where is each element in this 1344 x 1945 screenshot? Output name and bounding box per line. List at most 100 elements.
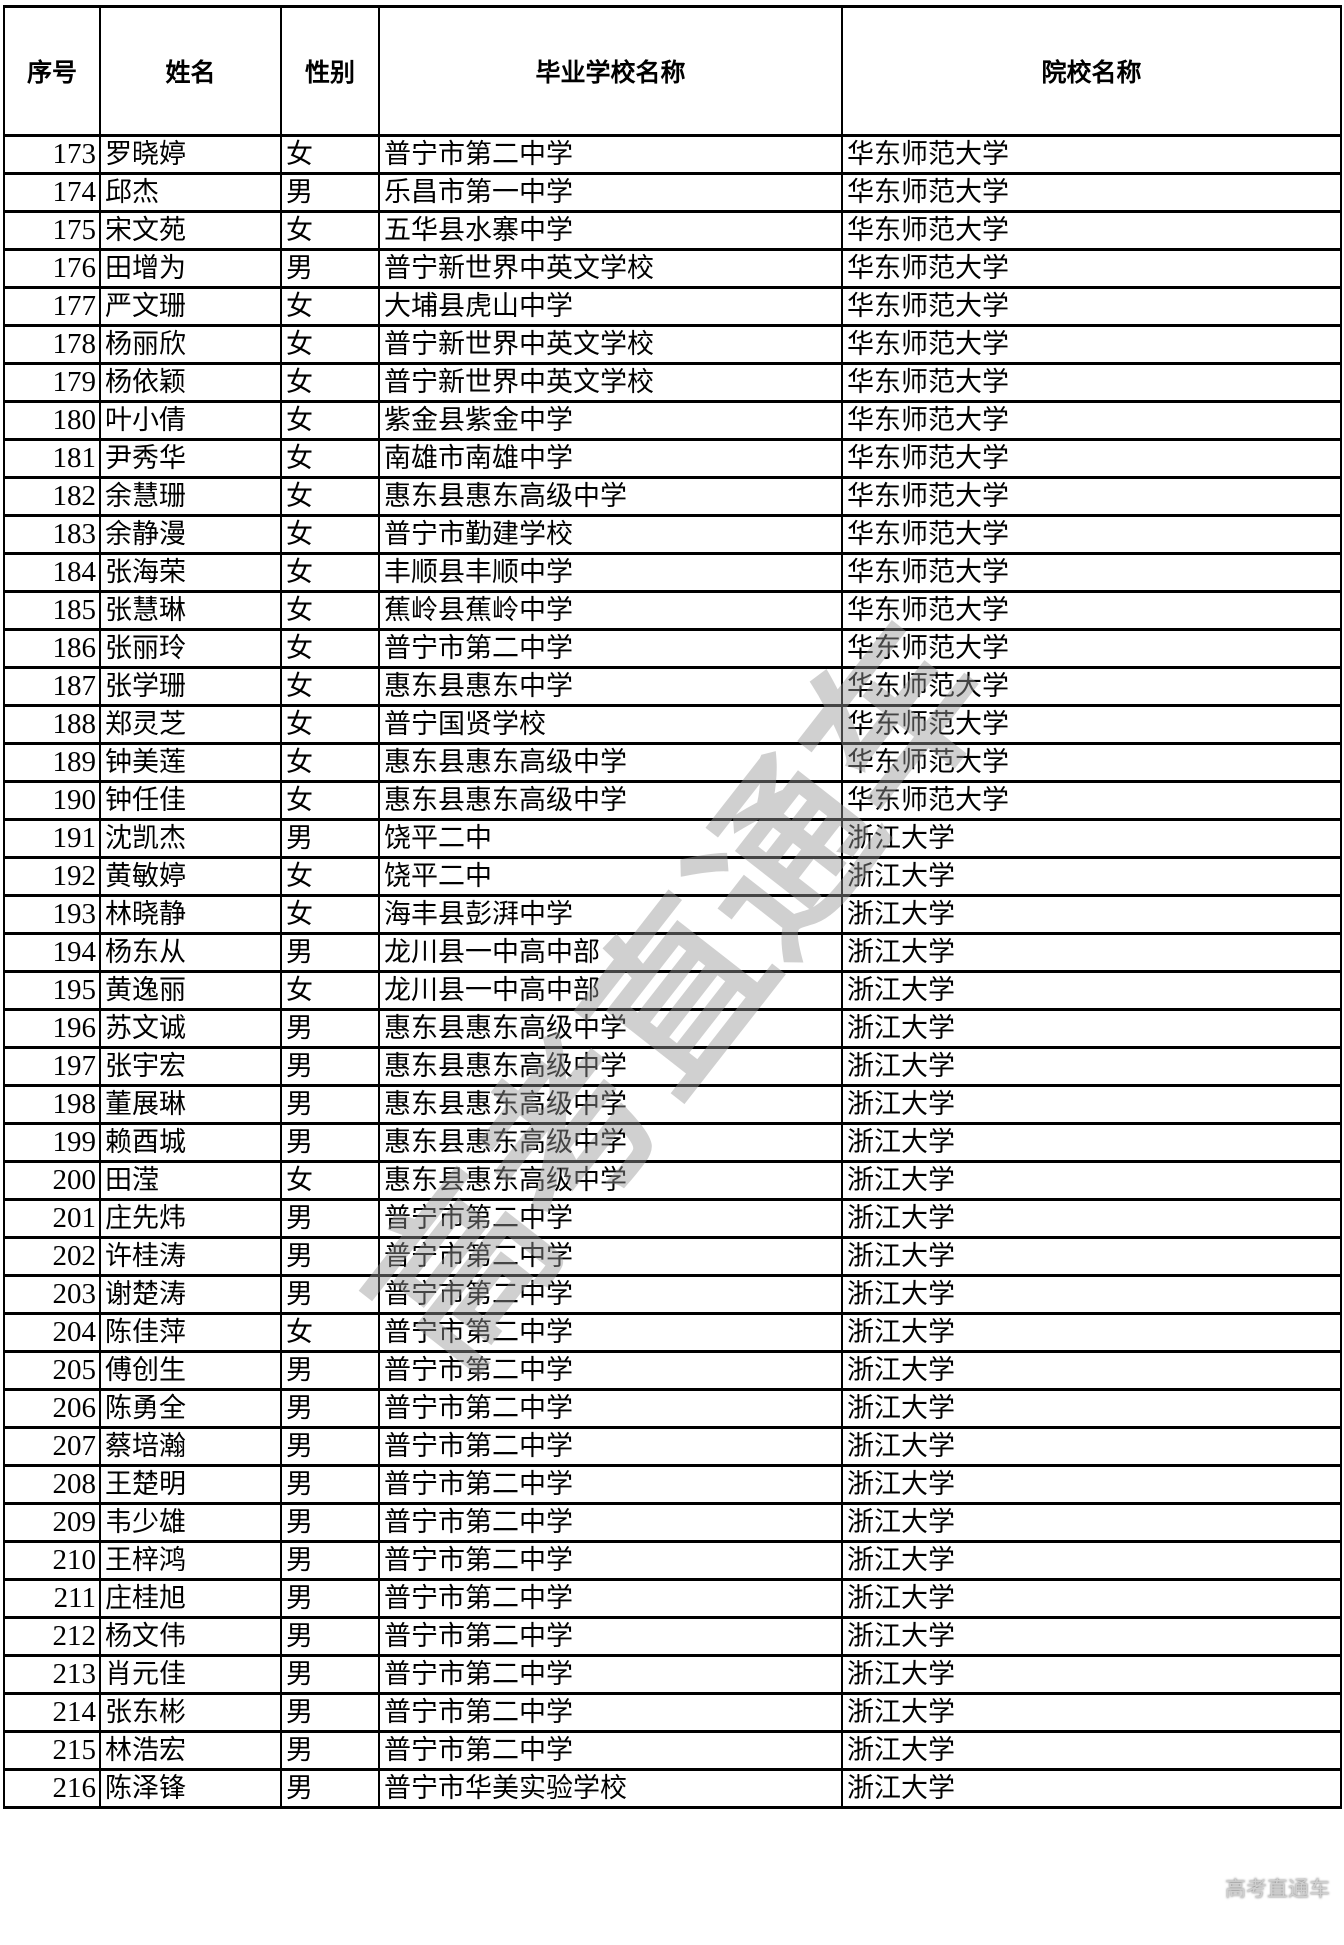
cell-serial: 210 (3, 1540, 101, 1581)
cell-university: 华东师范大学 (841, 552, 1342, 593)
cell-gender: 女 (280, 780, 380, 821)
cell-name: 钟任佳 (99, 780, 282, 821)
cell-university: 华东师范大学 (841, 742, 1342, 783)
cell-school: 惠东县惠东高级中学 (378, 1084, 843, 1125)
cell-university: 浙江大学 (841, 1388, 1342, 1429)
cell-serial: 195 (3, 970, 101, 1011)
cell-name: 张丽玲 (99, 628, 282, 669)
cell-serial: 201 (3, 1198, 101, 1239)
cell-serial: 178 (3, 324, 101, 365)
cell-school: 惠东县惠东高级中学 (378, 1160, 843, 1201)
table-row: 184 张海荣女丰顺县丰顺中学 华东师范大学 (3, 552, 1342, 593)
cell-name: 叶小倩 (99, 400, 282, 441)
cell-university: 浙江大学 (841, 856, 1342, 897)
cell-serial: 193 (3, 894, 101, 935)
table-row: 209 韦少雄男普宁市第二中学 浙江大学 (3, 1502, 1342, 1543)
table-row: 193 林晓静女海丰县彭湃中学 浙江大学 (3, 894, 1342, 935)
table-row: 194 杨东从男龙川县一中高中部 浙江大学 (3, 932, 1342, 973)
cell-gender: 男 (280, 1198, 380, 1239)
cell-school: 惠东县惠东高级中学 (378, 1008, 843, 1049)
cell-school: 五华县水寨中学 (378, 210, 843, 251)
cell-school: 丰顺县丰顺中学 (378, 552, 843, 593)
cell-gender: 男 (280, 1768, 380, 1809)
header-gender: 性别 (280, 5, 380, 137)
cell-gender: 女 (280, 856, 380, 897)
cell-university: 浙江大学 (841, 1426, 1342, 1467)
cell-university: 浙江大学 (841, 1046, 1342, 1087)
cell-university: 浙江大学 (841, 1654, 1342, 1695)
cell-school: 普宁市第二中学 (378, 134, 843, 175)
cell-serial: 205 (3, 1350, 101, 1391)
table-row: 189 钟美莲女惠东县惠东高级中学 华东师范大学 (3, 742, 1342, 783)
cell-serial: 204 (3, 1312, 101, 1353)
cell-serial: 212 (3, 1616, 101, 1657)
cell-name: 林晓静 (99, 894, 282, 935)
cell-name: 余静漫 (99, 514, 282, 555)
cell-name: 黄敏婷 (99, 856, 282, 897)
cell-gender: 男 (280, 1046, 380, 1087)
cell-school: 普宁市华美实验学校 (378, 1768, 843, 1809)
cell-name: 谢楚涛 (99, 1274, 282, 1315)
cell-school: 普宁市第二中学 (378, 1502, 843, 1543)
cell-gender: 男 (280, 1236, 380, 1277)
cell-serial: 216 (3, 1768, 101, 1809)
cell-university: 浙江大学 (841, 1578, 1342, 1619)
cell-serial: 209 (3, 1502, 101, 1543)
cell-gender: 女 (280, 438, 380, 479)
table-row: 204 陈佳萍女普宁市第二中学 浙江大学 (3, 1312, 1342, 1353)
cell-gender: 男 (280, 1388, 380, 1429)
cell-university: 浙江大学 (841, 1236, 1342, 1277)
cell-name: 张学珊 (99, 666, 282, 707)
watermark-corner: 高考直通车 (1225, 1877, 1330, 1901)
cell-university: 华东师范大学 (841, 362, 1342, 403)
cell-university: 浙江大学 (841, 1160, 1342, 1201)
cell-name: 蔡培瀚 (99, 1426, 282, 1467)
cell-university: 华东师范大学 (841, 514, 1342, 555)
table-row: 214 张东彬男普宁市第二中学 浙江大学 (3, 1692, 1342, 1733)
cell-name: 田增为 (99, 248, 282, 289)
cell-school: 普宁市第二中学 (378, 1616, 843, 1657)
cell-university: 浙江大学 (841, 1312, 1342, 1353)
cell-gender: 女 (280, 628, 380, 669)
table-row: 200 田滢女惠东县惠东高级中学 浙江大学 (3, 1160, 1342, 1201)
cell-name: 董展琳 (99, 1084, 282, 1125)
cell-name: 田滢 (99, 1160, 282, 1201)
cell-gender: 女 (280, 286, 380, 327)
cell-name: 陈勇全 (99, 1388, 282, 1429)
cell-university: 浙江大学 (841, 1730, 1342, 1771)
cell-gender: 男 (280, 932, 380, 973)
cell-name: 杨丽欣 (99, 324, 282, 365)
cell-school: 普宁市第二中学 (378, 1388, 843, 1429)
table-row: 182 余慧珊女惠东县惠东高级中学 华东师范大学 (3, 476, 1342, 517)
cell-gender: 女 (280, 894, 380, 935)
cell-gender: 男 (280, 1654, 380, 1695)
cell-name: 郑灵芝 (99, 704, 282, 745)
header-school: 毕业学校名称 (378, 5, 843, 137)
header-serial: 序号 (3, 5, 101, 137)
table-row: 215 林浩宏男普宁市第二中学 浙江大学 (3, 1730, 1342, 1771)
table-row: 191 沈凯杰男饶平二中 浙江大学 (3, 818, 1342, 859)
cell-serial: 183 (3, 514, 101, 555)
cell-gender: 女 (280, 210, 380, 251)
cell-university: 浙江大学 (841, 1084, 1342, 1125)
table-row: 181 尹秀华女南雄市南雄中学 华东师范大学 (3, 438, 1342, 479)
cell-school: 惠东县惠东高级中学 (378, 1046, 843, 1087)
cell-serial: 203 (3, 1274, 101, 1315)
cell-gender: 男 (280, 1122, 380, 1163)
cell-gender: 男 (280, 172, 380, 213)
table-row: 207 蔡培瀚男普宁市第二中学 浙江大学 (3, 1426, 1342, 1467)
table-row: 185 张慧琳女蕉岭县蕉岭中学 华东师范大学 (3, 590, 1342, 631)
cell-university: 华东师范大学 (841, 134, 1342, 175)
cell-name: 林浩宏 (99, 1730, 282, 1771)
cell-school: 普宁市第二中学 (378, 1692, 843, 1733)
cell-university: 华东师范大学 (841, 628, 1342, 669)
cell-serial: 180 (3, 400, 101, 441)
cell-gender: 男 (280, 1350, 380, 1391)
cell-gender: 男 (280, 1426, 380, 1467)
cell-school: 紫金县紫金中学 (378, 400, 843, 441)
cell-university: 华东师范大学 (841, 590, 1342, 631)
cell-gender: 女 (280, 666, 380, 707)
table-row: 210 王梓鸿男普宁市第二中学 浙江大学 (3, 1540, 1342, 1581)
cell-serial: 184 (3, 552, 101, 593)
cell-gender: 男 (280, 1616, 380, 1657)
